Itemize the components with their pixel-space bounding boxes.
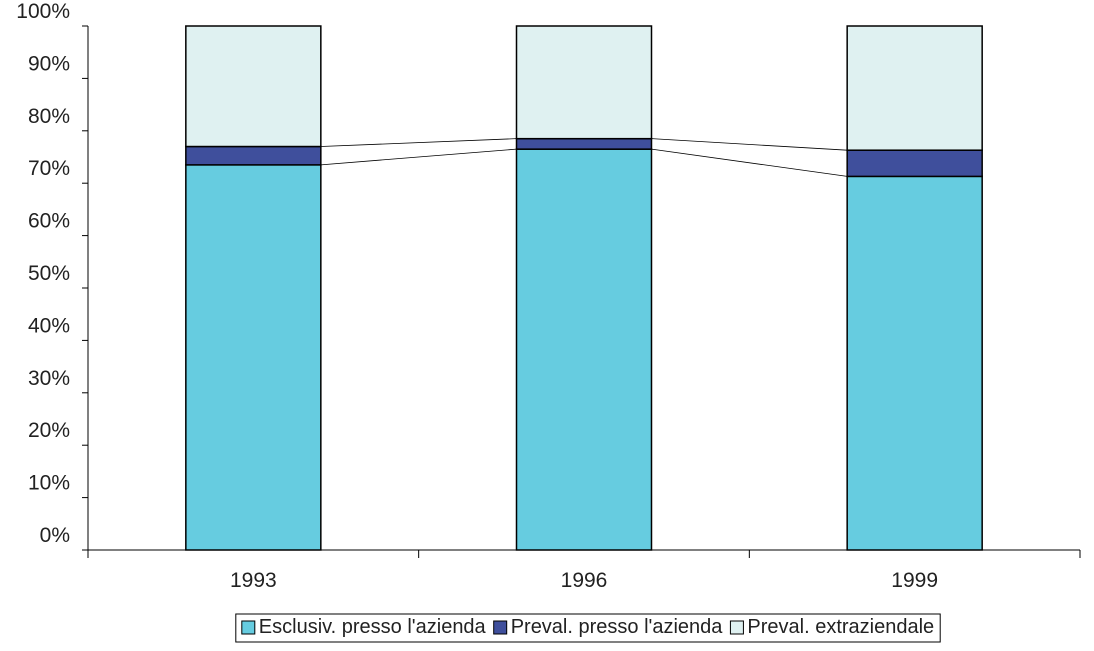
legend: Esclusiv. presso l'azienda Preval. presso… <box>235 613 941 643</box>
bar-segment <box>185 164 322 551</box>
legend-border <box>235 613 941 643</box>
x-tick-label: 1996 <box>561 569 608 592</box>
y-tick-labels: 0% 10% 20% 30% 40% 50% 60% 70% 80% 90% 100% <box>16 0 88 551</box>
x-tick-label: 1993 <box>230 569 277 592</box>
legend-label: Preval. extraziendale <box>747 616 934 638</box>
series-connector-line <box>320 138 517 147</box>
bars <box>185 25 983 551</box>
y-tick-label: 70% <box>28 157 70 180</box>
legend-label: Esclusiv. presso l'azienda <box>259 616 487 638</box>
legend-swatch <box>493 620 508 635</box>
y-tick-label: 100% <box>16 0 70 23</box>
y-tick-label: 40% <box>28 314 70 337</box>
x-tick-label: 1999 <box>891 569 938 592</box>
bar-segment <box>515 25 653 140</box>
bar-segment <box>515 137 653 150</box>
x-tick-labels: 1993 1996 1999 <box>230 569 938 592</box>
series-connector-lines <box>320 138 848 177</box>
bar-segment <box>515 148 653 551</box>
bar-segment <box>185 145 322 166</box>
bar-segment <box>846 25 983 151</box>
y-tick-label: 90% <box>28 52 70 75</box>
y-tick-label: 0% <box>40 524 70 547</box>
y-tick-label: 30% <box>28 367 70 390</box>
y-tick-label: 50% <box>28 262 70 285</box>
bar-segment <box>185 25 322 148</box>
y-tick-label: 60% <box>28 210 70 233</box>
legend-swatch <box>241 620 256 635</box>
legend-label: Preval. presso l'azienda <box>511 616 724 638</box>
series-connector-line <box>651 148 848 177</box>
y-tick-label: 80% <box>28 105 70 128</box>
series-connector-line <box>651 138 848 151</box>
bar-segment <box>846 175 983 551</box>
legend-swatch <box>729 620 744 635</box>
y-tick-label: 20% <box>28 419 70 442</box>
y-tick-label: 10% <box>28 472 70 495</box>
bar-segment <box>846 149 983 178</box>
series-connector-line <box>320 148 517 166</box>
